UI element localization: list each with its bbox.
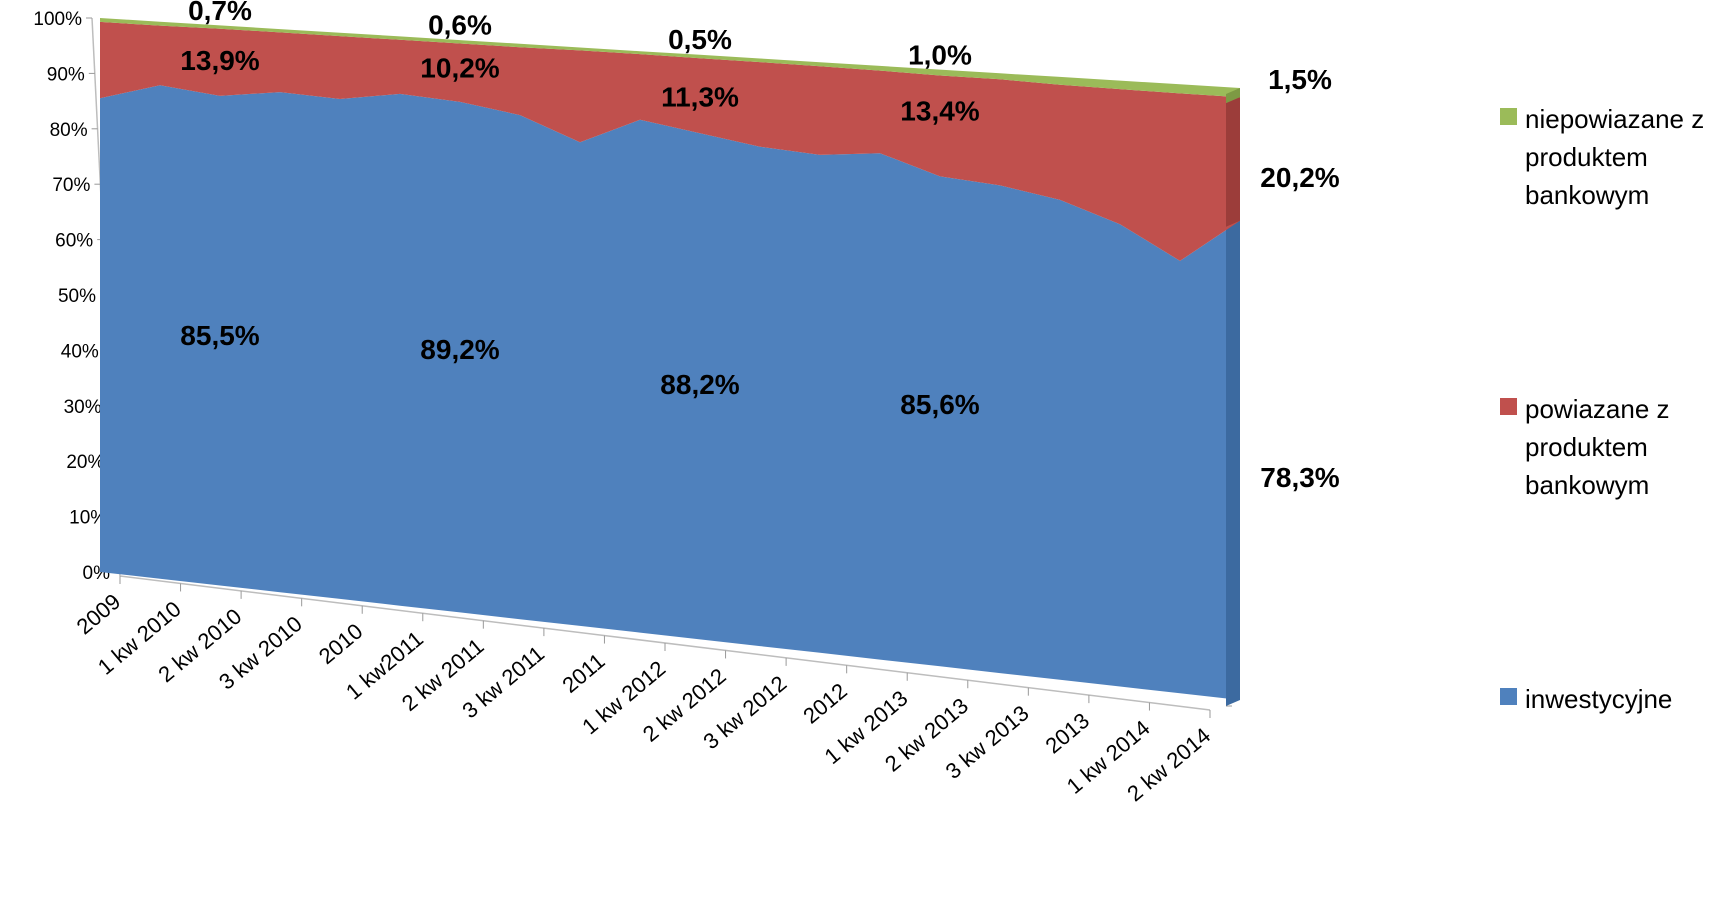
- data-label: 0,7%: [188, 0, 252, 26]
- data-label: 78,3%: [1260, 462, 1339, 493]
- data-labels: 85,5% 13,9% 0,7% 89,2% 10,2% 0,6% 88,2% 11,3% 0,…: [180, 0, 1339, 493]
- legend-swatch-red: [1500, 398, 1517, 415]
- data-label: 1,0%: [908, 39, 972, 70]
- y-tick-label: 20%: [66, 452, 104, 473]
- y-tick-label: 10%: [69, 508, 107, 529]
- x-tick-label: 2009: [72, 589, 126, 640]
- data-label: 13,4%: [900, 96, 979, 127]
- data-label: 85,5%: [180, 320, 259, 351]
- y-tick-label: 100%: [33, 9, 82, 30]
- y-tick-label: 90%: [47, 64, 85, 85]
- y-tick-label: 60%: [55, 231, 93, 252]
- x-tick-label: 2010: [314, 618, 368, 669]
- area-series-1: [100, 85, 1240, 700]
- area-series-2: [100, 21, 1240, 261]
- data-label: 85,6%: [900, 389, 979, 420]
- area-side-2: [1226, 97, 1240, 227]
- legend-item-niepowiazane: niepowiazane z produktem bankowym: [1500, 100, 1715, 214]
- legend-label: powiazane z produktem bankowym: [1525, 394, 1670, 500]
- y-tick-label: 40%: [61, 341, 99, 362]
- legend-item-powiazane: powiazane z produktem bankowym: [1500, 390, 1715, 504]
- legend-swatch-green: [1500, 108, 1517, 125]
- x-tick-label: 2013: [1041, 708, 1095, 759]
- data-label: 89,2%: [420, 334, 499, 365]
- plot-areas: [100, 18, 1240, 706]
- data-label: 0,5%: [668, 24, 732, 55]
- data-label: 20,2%: [1260, 162, 1339, 193]
- legend-label: inwestycyjne: [1525, 684, 1673, 714]
- legend-swatch-blue: [1500, 688, 1517, 705]
- data-label: 0,6%: [428, 9, 492, 40]
- area-side-3: [1226, 88, 1240, 104]
- y-tick-label: 80%: [50, 120, 88, 141]
- y-tick-label: 30%: [64, 397, 102, 418]
- data-label: 10,2%: [420, 53, 499, 84]
- data-label: 88,2%: [660, 369, 739, 400]
- data-label: 1,5%: [1268, 64, 1332, 95]
- area-side-1: [1226, 220, 1240, 706]
- data-label: 11,3%: [661, 81, 739, 112]
- legend-item-inwestycyjne: inwestycyjne: [1500, 680, 1715, 718]
- legend: niepowiazane z produktem bankowym powiaz…: [1500, 0, 1715, 918]
- legend-label: niepowiazane z produktem bankowym: [1525, 104, 1705, 210]
- x-tick-label: 2012: [798, 678, 852, 729]
- area-series-3: [100, 18, 1240, 98]
- y-tick-label: 50%: [58, 286, 96, 307]
- x-tick-label: 2011: [557, 648, 609, 698]
- data-label: 13,9%: [180, 45, 259, 76]
- y-tick-label: 70%: [52, 175, 90, 196]
